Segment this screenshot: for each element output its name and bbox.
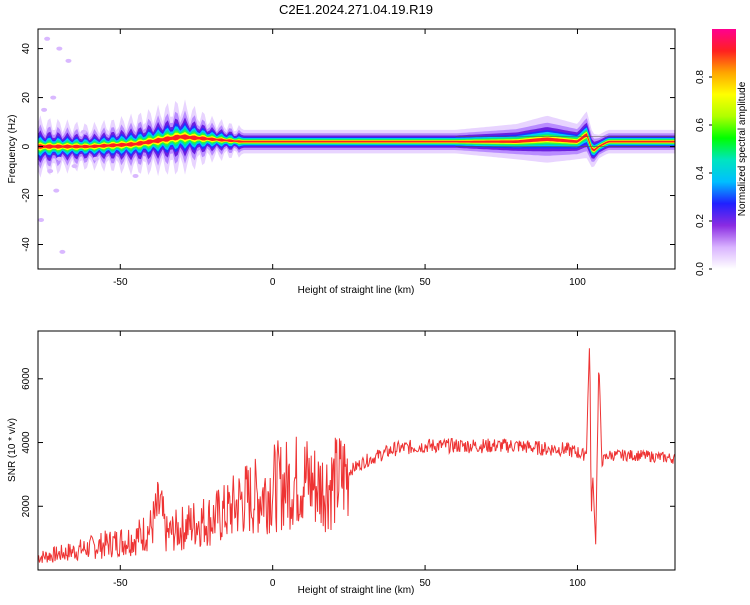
x-tick-label: 0	[270, 277, 276, 288]
x-tick-label: 100	[569, 578, 586, 589]
colorbar-tick-label: 0.6	[695, 118, 706, 132]
snr-x-axis-label: Height of straight line (km)	[298, 585, 415, 596]
spectrogram-band	[38, 133, 675, 152]
snr-series-line	[38, 348, 675, 563]
spectrogram-speckle	[56, 156, 63, 161]
spectrogram-panel: -50 0 50 100 -40 -20 0 20 40 Height of straight…	[7, 28, 676, 296]
spectrogram-speckle	[47, 169, 54, 174]
y-tick-label: 6000	[21, 367, 32, 390]
snr-x-ticks: -50 0 50 100	[113, 331, 586, 589]
x-tick-label: 0	[270, 578, 276, 589]
snr-y-axis-label: SNR (10 * v/v)	[7, 418, 18, 482]
spectrogram-speckle	[80, 129, 87, 134]
x-tick-label: 50	[420, 578, 432, 589]
x-tick-label: -50	[113, 578, 128, 589]
spectrogram-speckle	[71, 164, 78, 169]
colorbar-ticks: 0.0 0.2 0.4 0.6 0.8	[695, 70, 712, 276]
y-tick-label: -20	[21, 188, 32, 203]
snr-y-ticks: 2000 4000 6000	[21, 367, 675, 517]
spectrogram-frame	[37, 28, 676, 270]
y-tick-label: 40	[21, 43, 32, 55]
x-tick-label: 50	[420, 277, 432, 288]
y-tick-label: -40	[21, 237, 32, 252]
spectrogram-speckle	[132, 173, 139, 178]
x-tick-label: 100	[569, 277, 586, 288]
snr-panel: -50 0 50 100 2000 4000 6000 Height of straigh…	[7, 330, 676, 596]
spectrogram-speckle	[50, 95, 57, 100]
colorbar-swatch	[712, 29, 736, 269]
spectrogram-speckle	[65, 58, 72, 63]
spectrogram-y-ticks: -40 -20 0 20 40	[21, 43, 675, 252]
spectrogram-speckle	[38, 218, 45, 223]
colorbar-tick-label: 0.8	[695, 70, 706, 84]
spectrogram-speckle	[92, 156, 99, 161]
y-tick-label: 0	[21, 143, 32, 149]
colorbar-tick-label: 0.2	[695, 214, 706, 228]
y-tick-label: 20	[21, 92, 32, 104]
chart-title: C2E1.2024.271.04.19.R19	[279, 2, 433, 17]
spectrogram-speckle	[59, 249, 66, 254]
colorbar-label: Normalized spectral amplitude	[737, 81, 748, 216]
spectrogram-heatmap	[38, 36, 675, 254]
spectrogram-speckle	[53, 188, 60, 193]
y-tick-label: 4000	[21, 431, 32, 454]
x-tick-label: -50	[113, 277, 128, 288]
snr-frame	[37, 330, 676, 571]
colorbar: 0.0 0.2 0.4 0.6 0.8 Normalized spectral ampl…	[695, 29, 748, 276]
colorbar-tick-label: 0.4	[695, 166, 706, 180]
spectrogram-x-axis-label: Height of straight line (km)	[298, 285, 415, 296]
colorbar-tick-label: 0.0	[695, 262, 706, 276]
spectrogram-speckle	[56, 46, 63, 51]
spectrogram-x-ticks: -50 0 50 100	[113, 29, 586, 288]
y-tick-label: 2000	[21, 495, 32, 518]
spectrogram-speckle	[44, 36, 51, 41]
spectrogram-speckle	[41, 107, 48, 112]
spectrogram-y-axis-label: Frequency (Hz)	[7, 115, 18, 184]
